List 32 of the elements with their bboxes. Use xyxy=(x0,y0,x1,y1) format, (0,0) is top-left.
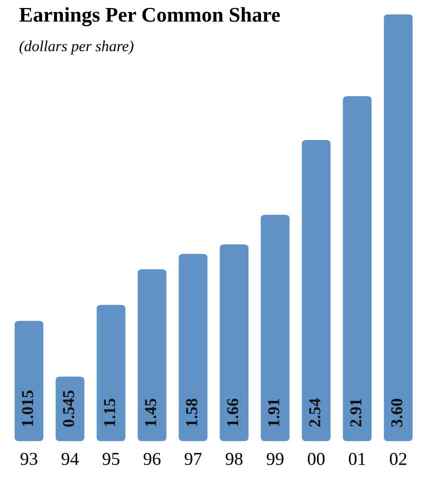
x-tick-label: 02 xyxy=(390,452,406,466)
x-tick-label: 95 xyxy=(102,452,120,466)
x-tick-label: 94 xyxy=(62,452,79,466)
bar xyxy=(342,96,372,442)
data-label: 2.54 xyxy=(309,398,320,427)
x-tick-label: 00 xyxy=(308,452,325,466)
x-tick-label: 99 xyxy=(266,452,284,466)
bar xyxy=(178,254,208,442)
x-tick-label: 97 xyxy=(184,452,202,466)
data-label: 1.45 xyxy=(145,398,156,426)
x-tick-label: 93 xyxy=(20,452,38,466)
data-label: 3.60 xyxy=(391,398,402,427)
data-label: 1.15 xyxy=(104,398,116,426)
bar xyxy=(260,214,290,442)
data-label: 1.91 xyxy=(268,399,280,426)
bar xyxy=(56,376,84,442)
text: (dollars per share) xyxy=(20,40,134,54)
x-tick-label: 98 xyxy=(226,452,242,466)
data-label: 0.545 xyxy=(62,390,74,427)
bar xyxy=(302,140,331,442)
bar xyxy=(96,304,126,442)
bar xyxy=(138,269,166,442)
data-label: 2.91 xyxy=(350,399,362,427)
data-label: 1.015 xyxy=(22,390,34,426)
data-label: 1.58 xyxy=(186,398,198,426)
data-label: 1.66 xyxy=(227,398,238,426)
bar xyxy=(220,244,248,442)
bar xyxy=(384,14,413,442)
x-tick-label: 01 xyxy=(348,452,366,466)
bar xyxy=(14,320,44,442)
chart-title: Earnings Per Common Share xyxy=(19,7,280,26)
x-tick-label: 96 xyxy=(144,452,161,466)
